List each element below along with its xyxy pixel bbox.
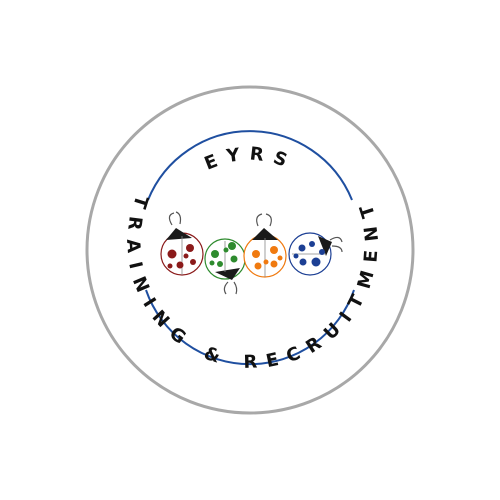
ladybug-blue-icon: [288, 232, 343, 276]
ladybug-green-icon: [204, 238, 246, 295]
logo-top-text: EYRS: [202, 143, 299, 174]
logo-ring-text: TRAINING & RECRUITMENT: [122, 193, 383, 373]
ladybug-orange-icon: [243, 213, 287, 278]
outer-ring: [85, 85, 415, 415]
inner-arc-top: [147, 130, 353, 201]
inner-arc-bottom: [145, 289, 355, 366]
ladybug-row: [160, 211, 343, 295]
ladybug-red-icon: [160, 211, 204, 276]
